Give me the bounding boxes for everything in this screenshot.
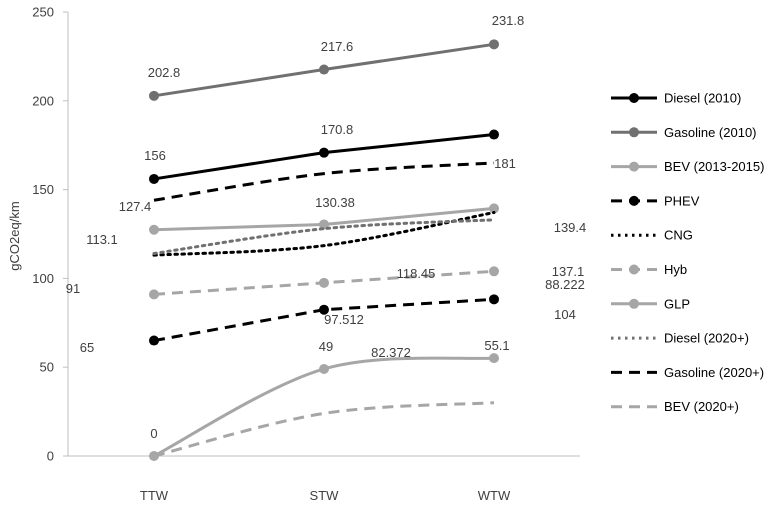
legend-marker	[629, 195, 639, 206]
legend-entry: Hyb	[611, 262, 687, 277]
data-point	[319, 277, 329, 288]
data-point	[489, 353, 499, 364]
series-cng	[152, 211, 496, 257]
data-point	[489, 266, 499, 277]
x-tick-label: STW	[310, 488, 340, 503]
data-label: 118.45	[397, 266, 436, 281]
legend-label: Hyb	[664, 262, 687, 277]
y-tick-label: 250	[32, 5, 54, 20]
y-tick-label: 0	[47, 449, 54, 464]
legend-entry: BEV (2020+)	[611, 399, 739, 414]
data-point	[149, 224, 159, 235]
legend-entry: Diesel (2020+)	[611, 331, 749, 346]
x-tick-label: WTW	[478, 488, 511, 503]
series-hyb	[149, 266, 499, 300]
data-label: 137.1	[552, 264, 585, 279]
series-line	[153, 401, 495, 458]
legend-label: CNG	[664, 228, 693, 243]
legend-marker	[629, 161, 639, 172]
legend-entry: BEV (2013-2015)	[611, 159, 764, 174]
data-point	[489, 39, 499, 50]
series-phev	[149, 294, 499, 346]
data-point	[319, 64, 329, 75]
series-line	[152, 218, 496, 256]
series-layer	[149, 39, 499, 461]
data-point	[319, 219, 329, 230]
data-point	[319, 363, 329, 374]
legend: Diesel (2010) Gasoline (2010) BEV (2013-20…	[611, 91, 764, 414]
legend-entry: Gasoline (2020+)	[611, 365, 764, 380]
y-tick-label: 50	[40, 360, 54, 375]
data-labels: 202.8 217.6 231.8 156 170.8 181 127.4 130.38 139…	[66, 13, 587, 441]
data-label: 170.8	[321, 122, 354, 137]
data-label: 202.8	[148, 65, 181, 80]
data-label: 55.1	[484, 338, 509, 353]
y-tick-label: 150	[32, 182, 54, 197]
legend-entry: CNG	[611, 228, 693, 243]
legend-entry: GLP	[611, 296, 690, 311]
data-point	[489, 294, 499, 305]
data-label: 0	[150, 426, 157, 441]
data-label: 82.372	[371, 345, 411, 360]
legend-entry: Diesel (2010)	[611, 91, 741, 106]
data-label: 181	[494, 156, 516, 171]
y-tick-label: 200	[32, 93, 54, 108]
data-label: 130.38	[315, 195, 355, 210]
legend-label: GLP	[664, 296, 690, 311]
legend-marker	[629, 298, 639, 309]
data-point	[319, 304, 329, 315]
series-gasoline-2020	[153, 161, 495, 202]
legend-entry: Gasoline (2010)	[611, 125, 757, 140]
data-point	[489, 129, 499, 140]
data-point	[149, 289, 159, 300]
y-axis-title: gCO2eq/km	[7, 201, 22, 270]
axes: 0 50 100 150 200 250 TTW STW WTW	[32, 5, 580, 503]
legend-label: Diesel (2020+)	[664, 331, 749, 346]
legend-label: PHEV	[664, 193, 700, 208]
data-point	[319, 147, 329, 158]
data-label: 231.8	[492, 13, 525, 28]
data-label: 49	[319, 339, 333, 354]
legend-entry: PHEV	[611, 193, 700, 208]
series-bev-2013-2015	[149, 203, 499, 235]
y-tick-label: 100	[32, 271, 54, 286]
series-diesel-2020	[152, 218, 496, 256]
series-diesel-2010	[149, 129, 499, 184]
legend-label: Gasoline (2020+)	[664, 365, 764, 380]
legend-marker	[629, 93, 639, 103]
data-point	[489, 203, 499, 214]
data-label: 156	[144, 148, 166, 163]
legend-label: Gasoline (2010)	[664, 125, 757, 140]
x-tick-label: TTW	[140, 488, 169, 503]
series-line	[153, 161, 495, 202]
data-label: 88.222	[545, 277, 585, 292]
legend-label: BEV (2020+)	[664, 399, 739, 414]
data-label: 97.512	[324, 312, 364, 327]
legend-label: BEV (2013-2015)	[664, 159, 764, 174]
series-bev-2020	[153, 401, 495, 458]
data-label: 139.4	[554, 220, 587, 235]
legend-marker	[629, 264, 639, 275]
data-label: 127.4	[119, 199, 152, 214]
legend-marker	[629, 127, 639, 138]
series-line	[152, 211, 496, 257]
legend-label: Diesel (2010)	[664, 91, 741, 106]
data-label: 65	[80, 340, 94, 355]
data-label: 113.1	[86, 232, 118, 247]
data-point	[149, 335, 159, 346]
data-point	[149, 90, 159, 101]
series-glp	[149, 353, 499, 461]
data-point	[149, 173, 159, 184]
series-gasoline-2010	[149, 39, 499, 101]
data-label: 91	[66, 281, 80, 296]
data-label: 104	[554, 307, 576, 322]
data-label: 217.6	[321, 39, 354, 54]
